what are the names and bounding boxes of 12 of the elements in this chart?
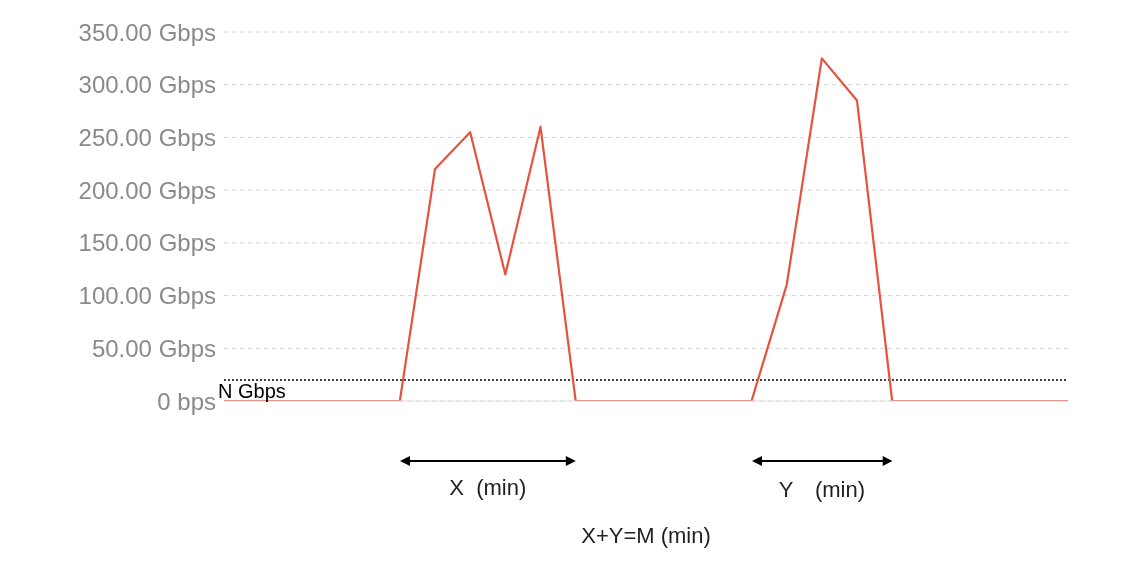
y-tick-label: 200.00 Gbps xyxy=(78,176,216,204)
y-tick-label: 350.00 Gbps xyxy=(78,18,216,46)
text: X (min) xyxy=(448,475,528,501)
y-tick-label: 150.00 Gbps xyxy=(78,229,216,257)
text: Y (min) xyxy=(777,476,866,504)
text: X+Y=M (min) xyxy=(580,523,712,549)
y-tick-label: 250.00 Gbps xyxy=(78,123,216,151)
y-tick-label: 300.00 Gbps xyxy=(78,71,216,99)
ref-line-label: N Gbps xyxy=(218,380,286,403)
y-tick-label: 0 bps xyxy=(157,387,216,415)
y-tick-label: 50.00 Gbps xyxy=(91,334,216,362)
y-tick-label: 100.00 Gbps xyxy=(78,282,216,310)
